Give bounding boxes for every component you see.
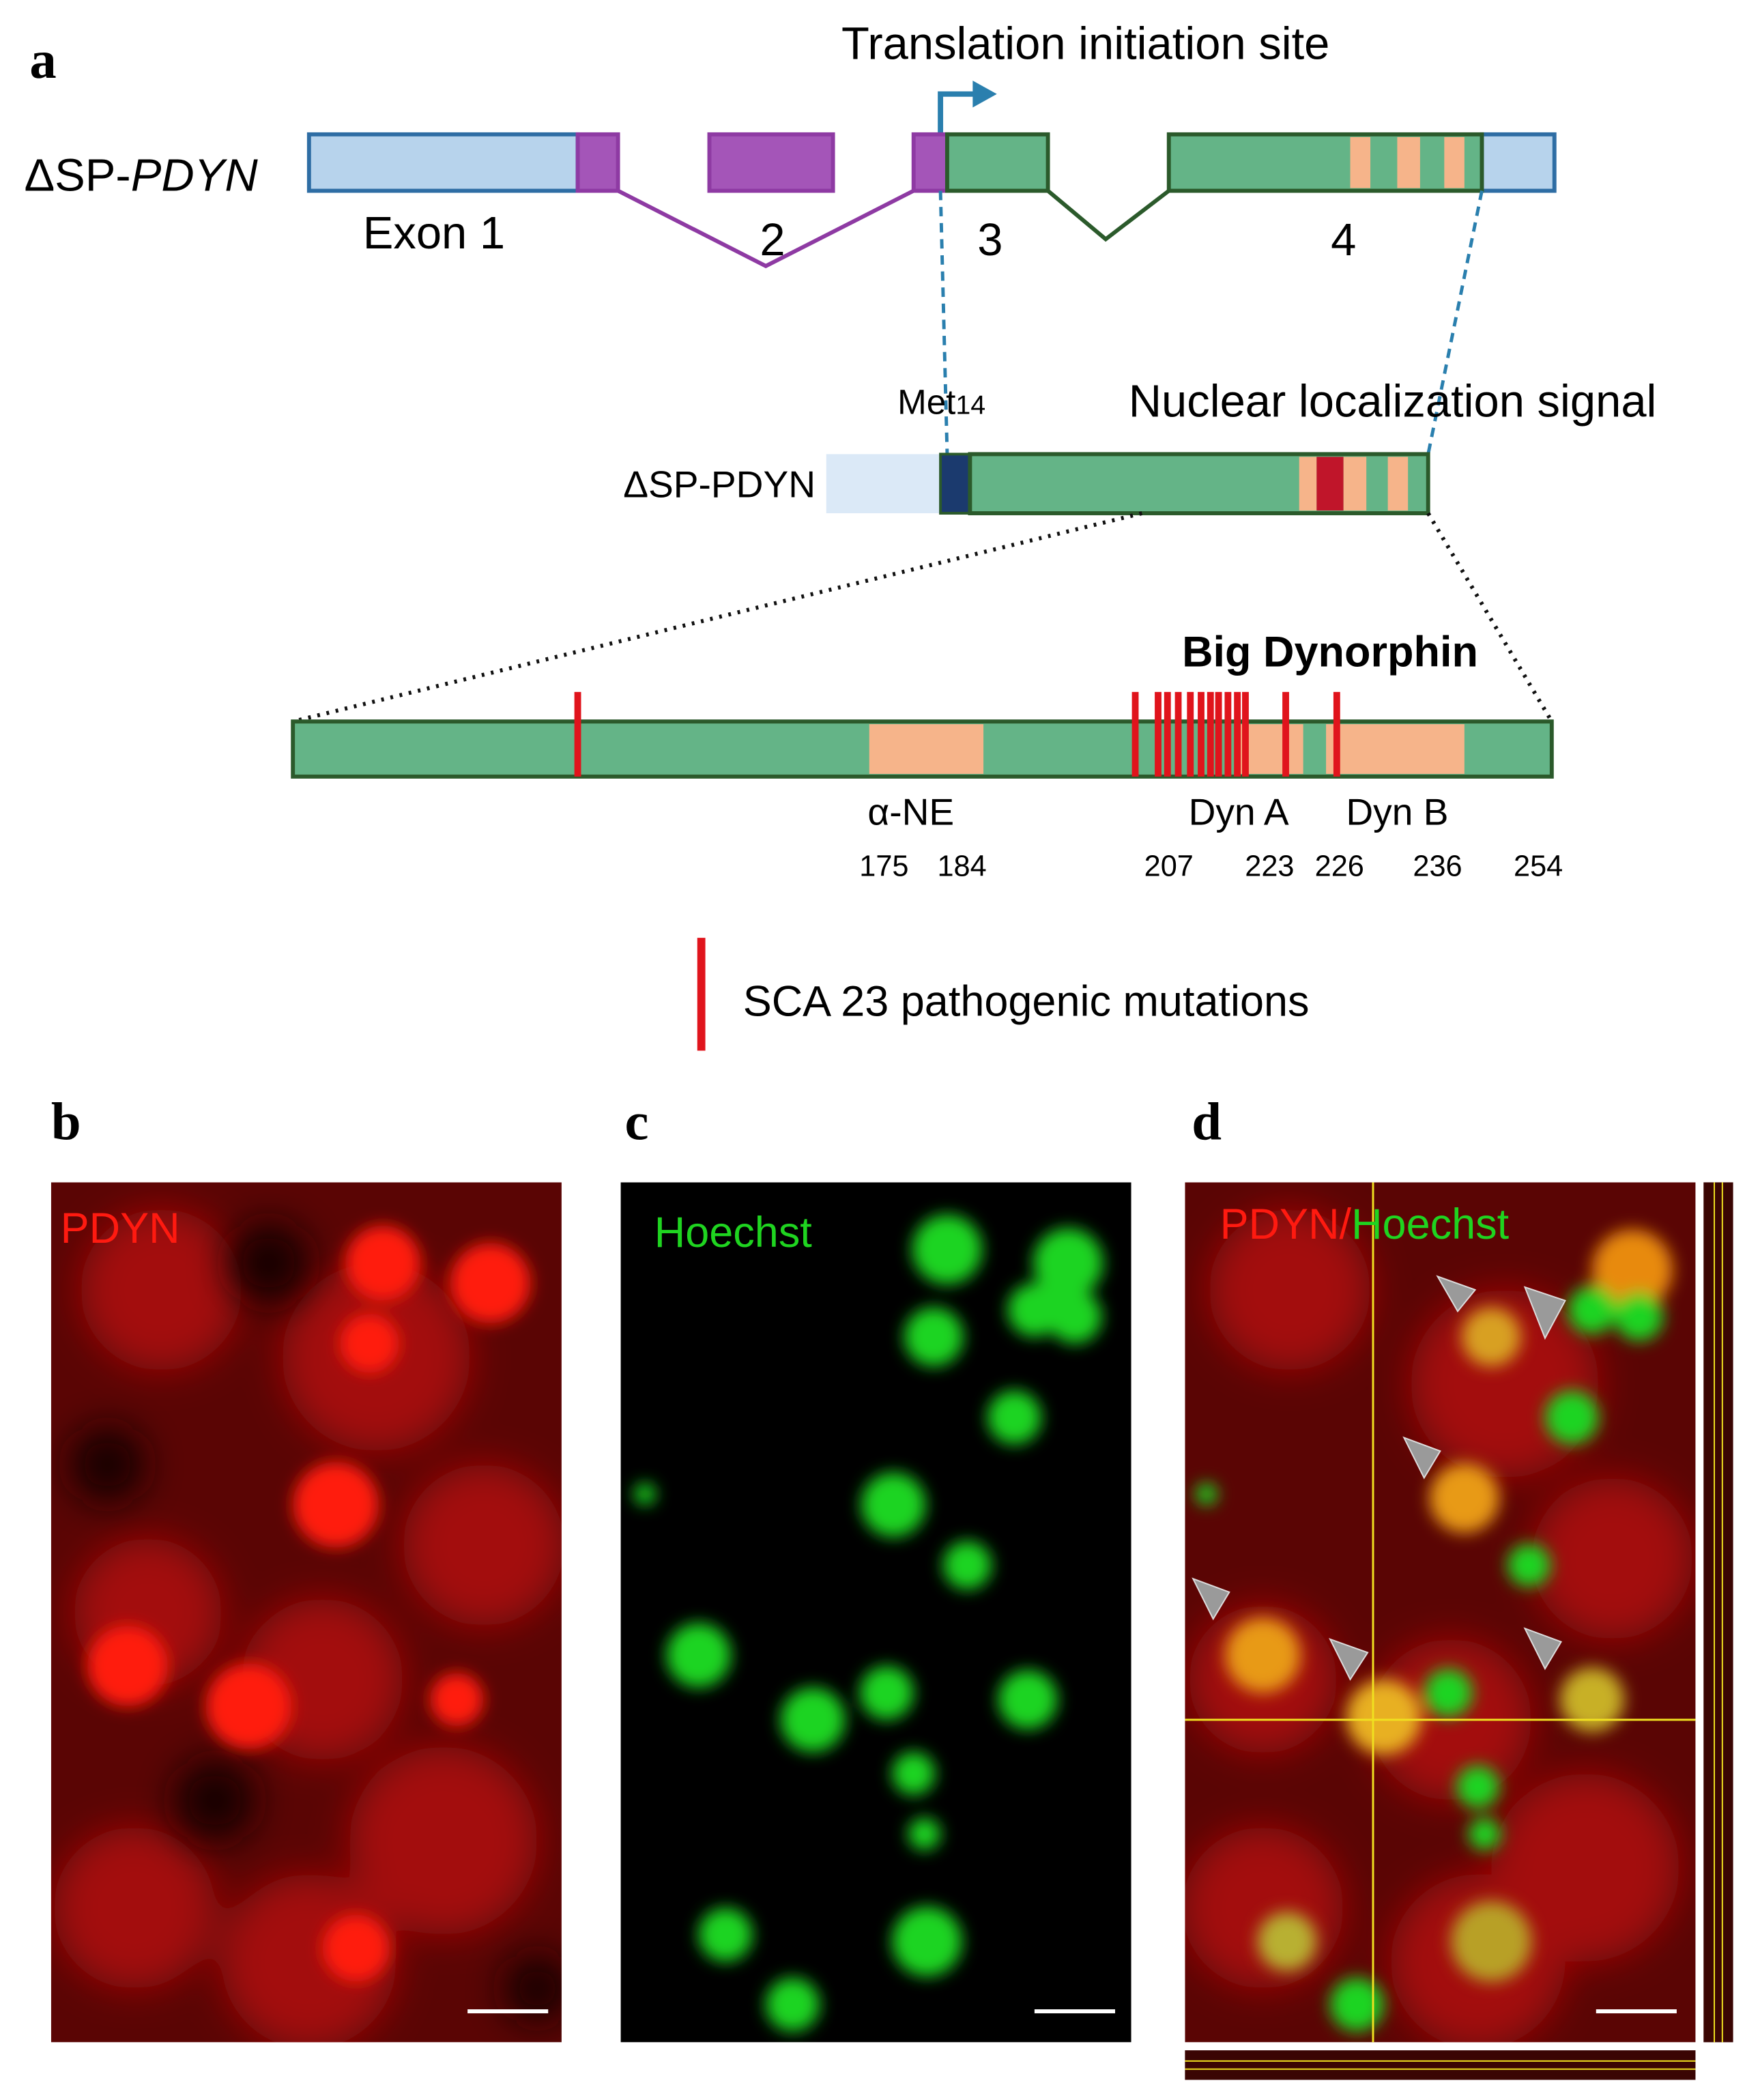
region-label: Dyn B [1346,791,1448,833]
exon-label: 2 [760,214,785,265]
peptide-region [1343,457,1367,511]
met-text: Met [897,382,955,421]
tis-arrowhead [972,81,997,108]
signal-peptide [826,454,941,514]
gene-prefix: ΔSP- [24,150,130,201]
arrowhead [1329,1638,1369,1681]
panel-label: d [1192,1092,1222,1151]
met-start [939,452,972,515]
arrowhead [1523,1286,1566,1340]
peptide-region [1299,457,1317,511]
exon-coding [575,132,620,193]
gene-name: PDYN [131,150,259,201]
arrowhead [1436,1275,1477,1313]
exon-label: 4 [1331,214,1356,265]
position-label: 236 [1413,850,1462,883]
projection-line [1426,190,1484,455]
alpha-ne-region [869,724,984,774]
stain-green: Hoechst [1351,1200,1510,1248]
exon-label: 3 [977,214,1002,265]
exon-label: Exon 1 [363,207,505,259]
legend-label: SCA 23 pathogenic mutations [743,977,1310,1025]
position-label: 254 [1514,850,1563,883]
intron [617,188,915,269]
exon-utr [1480,132,1557,193]
panel-label: a [29,31,56,90]
exon-utr [306,132,580,193]
micrograph-pdyn [51,1182,562,2043]
region-label: Dyn A [1189,791,1289,833]
panel-label: b [51,1092,81,1151]
position-label: 226 [1315,850,1364,883]
protein-label: ΔSP-PDYN [623,463,816,505]
met-number: 14 [955,390,985,420]
position-label: 207 [1144,850,1194,883]
exon-coding [707,132,835,193]
arrowhead [1192,1577,1230,1621]
nls-region [1316,457,1344,511]
translation-site-label: Translation initiation site [841,18,1329,70]
micrograph-merge [1185,1182,1696,2043]
stain-label: PDYN/Hoechst [1220,1200,1510,1248]
stain-label: PDYN [61,1205,180,1252]
stain-label: Hoechst [654,1209,813,1256]
position-label: 184 [937,850,986,883]
big-dynorphin-label: Big Dynorphin [1182,628,1478,676]
arrowhead [1402,1436,1441,1480]
projection-line [938,190,949,455]
exon-coding [944,132,1050,193]
exon-coding [1166,132,1484,193]
region-label: α-NE [867,791,954,833]
peptide-region [1350,136,1371,188]
nls-label: Nuclear localization signal [1129,375,1657,427]
ortho-strip [1185,2050,1696,2080]
mutations [574,691,1340,777]
peptide-region [1444,136,1465,188]
position-label: 175 [859,850,908,883]
exon-coding [911,132,949,193]
peptide-region [1387,457,1409,511]
intron [1046,189,1170,242]
stain-red: PDYN/ [1220,1200,1352,1248]
zoom-line [1426,512,1554,723]
gene-label: ΔSP-PDYN [24,150,258,201]
arrowheads [1192,1275,1566,1681]
ortho-strip [1703,1182,1733,2043]
zoom-line [292,511,1143,724]
peptide-region [1397,136,1420,188]
arrowhead [1523,1627,1563,1671]
panel-label: c [624,1092,648,1151]
met-label: Met14 [897,382,985,421]
dyn-b-region [1326,724,1465,774]
position-label: 223 [1245,850,1294,883]
micrograph-hoechst [620,1182,1131,2043]
